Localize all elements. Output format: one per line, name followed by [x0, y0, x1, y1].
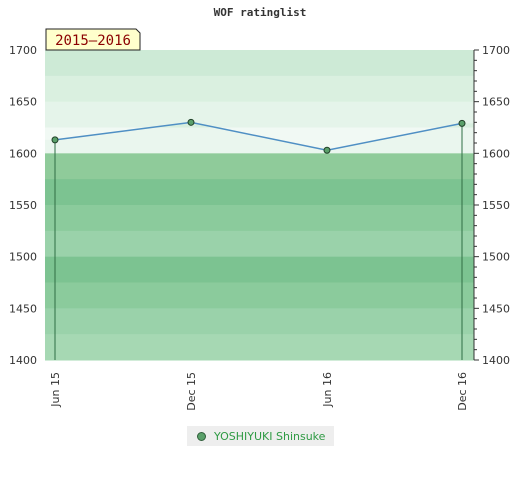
chart-title: WOF ratinglist [214, 6, 307, 19]
grid-band [45, 282, 474, 309]
grid-band [45, 308, 474, 335]
data-point [458, 119, 466, 127]
x-tick-label: Jun 16 [321, 372, 334, 408]
period-label: 2015–2016 [55, 33, 131, 49]
y-tick-label-left: 1500 [9, 251, 37, 264]
y-axis-right: 1400 1450 1500 1550 1600 1650 1700 [473, 44, 510, 367]
legend-marker-icon [197, 431, 206, 441]
background-bands [45, 50, 474, 361]
y-tick-label-left: 1700 [9, 44, 37, 57]
x-tick-label: Jun 15 [49, 372, 62, 408]
x-axis: Jun 15 Dec 15 Jun 16 Dec 16 [49, 372, 469, 411]
y-tick-label-left: 1400 [9, 354, 37, 367]
y-tick-label-right: 1450 [482, 302, 510, 315]
grid-band [45, 50, 474, 77]
grid-band [45, 256, 474, 283]
series-line [54, 121, 463, 151]
y-tick-label-right: 1550 [482, 199, 510, 212]
area-fill-layer [45, 50, 474, 151]
x-tick-label: Dec 15 [185, 372, 198, 411]
drop-lines [54, 123, 463, 360]
y-tick-label-right: 1650 [482, 96, 510, 109]
y-tick-label-left: 1450 [9, 302, 37, 315]
legend: YOSHIYUKI Shinsuke [187, 426, 335, 446]
data-point [187, 118, 195, 126]
data-points [51, 118, 466, 154]
y-tick-label-left: 1550 [9, 199, 37, 212]
y-tick-label-right: 1400 [482, 354, 510, 367]
grid-band [45, 334, 474, 361]
y-tick-label-right: 1700 [482, 44, 510, 57]
y-tick-label-right: 1500 [482, 251, 510, 264]
legend-series-label: YOSHIYUKI Shinsuke [214, 429, 326, 443]
y-tick-label-right: 1600 [482, 147, 510, 160]
series-line-layer [54, 121, 463, 151]
data-point [323, 146, 331, 154]
grid-band [45, 75, 474, 103]
grid-band [45, 230, 474, 258]
grid-band [45, 153, 474, 180]
grid-band [45, 205, 474, 232]
grid-band [45, 179, 474, 206]
period-label-box: 2015–2016 [45, 28, 141, 51]
data-point [51, 136, 59, 144]
y-tick-label-left: 1650 [9, 96, 37, 109]
grid-band [45, 101, 474, 128]
y-axis-left: 1400 1450 1500 1550 1600 1650 1700 [9, 44, 37, 367]
area-above-line [45, 50, 474, 151]
y-tick-label-left: 1600 [9, 147, 37, 160]
x-tick-label: Dec 16 [456, 372, 469, 411]
